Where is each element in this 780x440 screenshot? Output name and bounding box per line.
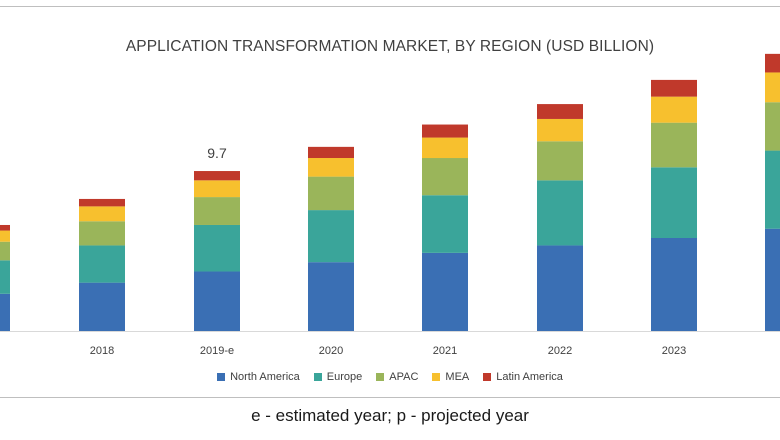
total-label-2019-e: 9.7 (207, 145, 227, 161)
bar-mea-2022 (537, 118, 583, 142)
bar-apac-2022 (537, 141, 583, 181)
bar-north-america-2017 (0, 293, 10, 331)
bar-north-america-2019-e (194, 271, 240, 331)
bar-mea-2019-e (194, 180, 240, 198)
bar-north-america-2021 (422, 252, 468, 331)
bar-europe-2023 (651, 167, 697, 238)
legend-item-europe: Europe (313, 371, 363, 383)
x-tick-label-2021: 2021 (433, 345, 457, 357)
bar-mea-2017 (0, 230, 10, 242)
bar-north-america-2022 (537, 245, 583, 331)
bar-latin-america-2019-e (194, 171, 240, 181)
bar-latin-america-2020 (308, 146, 354, 159)
bar-apac-2019-e (194, 197, 240, 225)
bar-latin-america-2017 (0, 224, 10, 231)
bar-apac-2017 (0, 241, 10, 261)
legend-label-europe: Europe (326, 371, 363, 383)
legend-item-latin-america: Latin America (483, 371, 563, 383)
bar-apac-2018 (79, 221, 125, 246)
bar-europe-2018 (79, 245, 125, 283)
bar-apac-2023 (651, 122, 697, 168)
legend-swatch-latin-america (483, 373, 492, 381)
bar-mea-2023 (651, 96, 697, 123)
legend-item-north-america: North America (217, 371, 300, 383)
bar-mea-2021 (422, 137, 468, 159)
legend-label-mea: MEA (445, 371, 470, 383)
bar-europe-2022 (537, 180, 583, 246)
bar-europe-2021 (422, 195, 468, 253)
bar-north-america-2018 (79, 282, 125, 331)
bar-europe-2019-e (194, 224, 240, 272)
bar-europe-2024-p (765, 150, 780, 229)
bar-apac-2020 (308, 176, 354, 211)
legend-swatch-europe (313, 373, 322, 381)
x-tick-label-2023: 2023 (662, 345, 686, 357)
bar-latin-america-2021 (422, 124, 468, 138)
legend-swatch-apac (376, 373, 385, 381)
bar-latin-america-2022 (537, 104, 583, 119)
bar-north-america-2024-p (765, 228, 780, 331)
bar-mea-2018 (79, 206, 125, 222)
bar-europe-2017 (0, 260, 10, 294)
legend-label-latin-america: Latin America (496, 371, 563, 383)
legend-label-apac: APAC (389, 371, 419, 383)
chart-frame (0, 6, 780, 398)
x-tick-label-2022: 2022 (548, 345, 572, 357)
x-tick-label-2018: 2018 (90, 345, 114, 357)
bar-mea-2020 (308, 158, 354, 177)
bar-north-america-2023 (651, 238, 697, 331)
legend-swatch-north-america (217, 373, 226, 381)
legend-item-mea: MEA (432, 371, 469, 383)
legend-label-north-america: North America (230, 371, 300, 383)
bar-apac-2024-p (765, 102, 780, 151)
legend-item-apac: APAC (376, 371, 418, 383)
legend-swatch-mea (432, 373, 441, 381)
chart-legend: North America Europe APAC MEA Latin Amer… (0, 371, 780, 383)
bar-europe-2020 (308, 210, 354, 263)
bar-apac-2021 (422, 158, 468, 196)
bar-latin-america-2023 (651, 79, 697, 97)
bar-latin-america-2024-p (765, 53, 780, 73)
bar-mea-2024-p (765, 72, 780, 103)
bar-north-america-2020 (308, 262, 354, 331)
x-tick-label-2019-e: 2019-e (200, 345, 234, 357)
x-tick-label-2020: 2020 (319, 345, 343, 357)
footnote: e - estimated year; p - projected year (251, 406, 529, 425)
chart-title: APPLICATION TRANSFORMATION MARKET, BY RE… (125, 38, 655, 55)
bar-latin-america-2018 (79, 198, 125, 207)
